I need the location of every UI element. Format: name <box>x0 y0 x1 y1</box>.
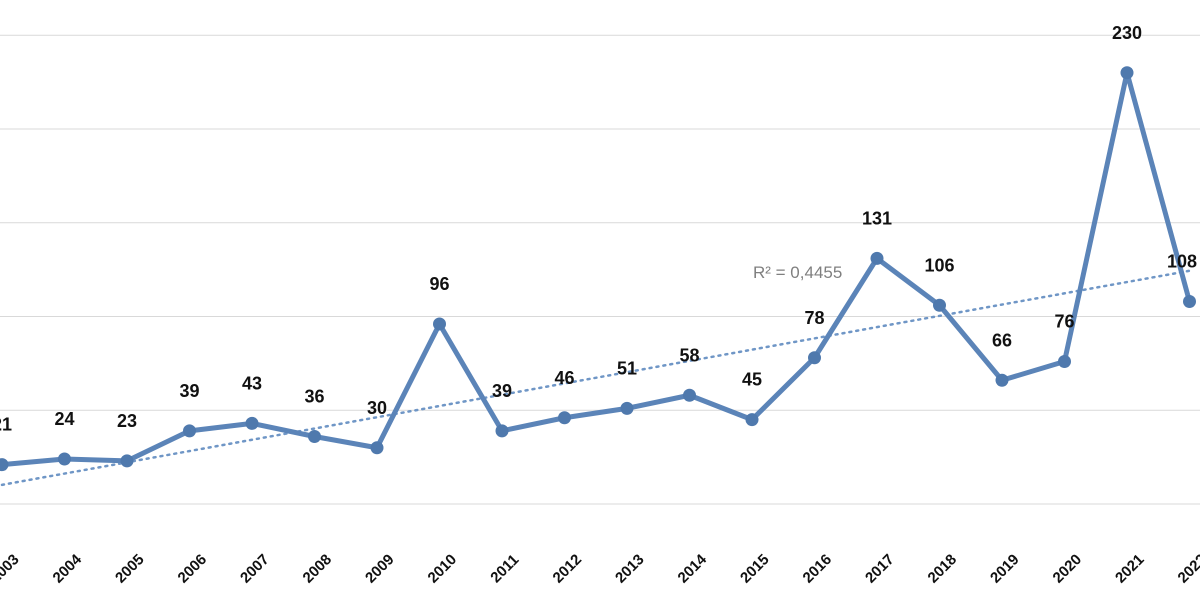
data-point-2017 <box>870 251 884 265</box>
data-label-2010: 96 <box>429 274 449 294</box>
x-tick-2020: 2020 <box>1050 551 1086 587</box>
data-label-2022: 108 <box>1167 252 1197 272</box>
data-point-2022 <box>1183 295 1196 308</box>
data-point-2016 <box>808 351 821 365</box>
data-point-2006 <box>183 424 196 438</box>
data-label-2012: 46 <box>554 368 574 388</box>
trendline-layer: R² = 0,4455 <box>0 263 1191 487</box>
x-tick-2007: 2007 <box>237 551 273 587</box>
x-tick-2018: 2018 <box>925 551 961 587</box>
data-label-2004: 24 <box>54 409 74 429</box>
x-tick-2003: 2003 <box>0 551 23 587</box>
data-label-2011: 39 <box>492 381 512 401</box>
x-tick-2022: 2022 <box>1175 551 1200 587</box>
x-tick-2005: 2005 <box>112 551 148 587</box>
x-tick-2008: 2008 <box>300 551 336 587</box>
data-label-2020: 76 <box>1054 312 1074 332</box>
data-label-2018: 106 <box>924 255 954 275</box>
data-label-2017: 131 <box>862 208 892 228</box>
data-point-2019 <box>995 373 1009 387</box>
x-tick-2009: 2009 <box>362 551 398 587</box>
x-tick-2017: 2017 <box>862 551 898 587</box>
data-label-2009: 30 <box>367 398 387 418</box>
x-tick-2019: 2019 <box>987 551 1023 587</box>
data-label-2006: 39 <box>179 381 199 401</box>
data-label-2003: 21 <box>0 415 12 435</box>
x-tick-2021: 2021 <box>1112 551 1148 587</box>
r-squared-label: R² = 0,4455 <box>753 263 842 282</box>
data-label-2014: 58 <box>679 345 699 365</box>
data-point-2008 <box>308 430 321 443</box>
series-layer <box>0 70 1192 468</box>
x-tick-2013: 2013 <box>612 551 648 587</box>
data-label-2007: 43 <box>242 373 262 393</box>
data-point-2013 <box>620 401 634 415</box>
x-tick-2011: 2011 <box>487 551 522 586</box>
gridlines <box>0 34 1200 505</box>
x-tick-2004: 2004 <box>50 551 86 587</box>
x-tick-2015: 2015 <box>737 551 773 587</box>
data-point-2011 <box>495 424 509 438</box>
data-point-2018 <box>933 298 946 312</box>
data-points <box>0 66 1196 472</box>
data-label-2015: 45 <box>742 370 762 390</box>
data-point-2010 <box>433 317 446 331</box>
data-label-2005: 23 <box>117 411 137 431</box>
x-tick-2012: 2012 <box>550 551 586 587</box>
data-label-2021: 230 <box>1112 23 1142 43</box>
data-label-2019: 66 <box>992 330 1012 350</box>
data-point-2005 <box>120 454 134 468</box>
data-label-2016: 78 <box>804 308 824 328</box>
x-axis-tick-labels: 2003 2004 2005 2006 2007 2008 2009 2010 2011 2012… <box>0 551 1200 587</box>
data-point-2014 <box>683 388 696 402</box>
data-label-2008: 36 <box>304 387 324 407</box>
data-point-2012 <box>558 411 571 425</box>
series-line <box>0 70 1192 468</box>
x-tick-2016: 2016 <box>800 551 836 587</box>
data-point-2004 <box>58 452 71 466</box>
x-tick-2014: 2014 <box>675 551 711 587</box>
data-point-2021 <box>1120 66 1134 80</box>
data-point-2009 <box>370 441 384 455</box>
data-point-2003 <box>0 458 9 472</box>
x-tick-2006: 2006 <box>175 551 211 587</box>
data-point-2007 <box>245 416 259 430</box>
data-label-2013: 51 <box>617 358 637 378</box>
x-tick-2010: 2010 <box>425 551 461 587</box>
data-labels: 21 24 23 39 43 36 30 96 39 46 51 58 45 78 131 106 66 76 23… <box>0 23 1197 435</box>
data-point-2020 <box>1058 355 1071 368</box>
data-point-2015 <box>745 413 759 427</box>
trendline <box>0 269 1191 487</box>
